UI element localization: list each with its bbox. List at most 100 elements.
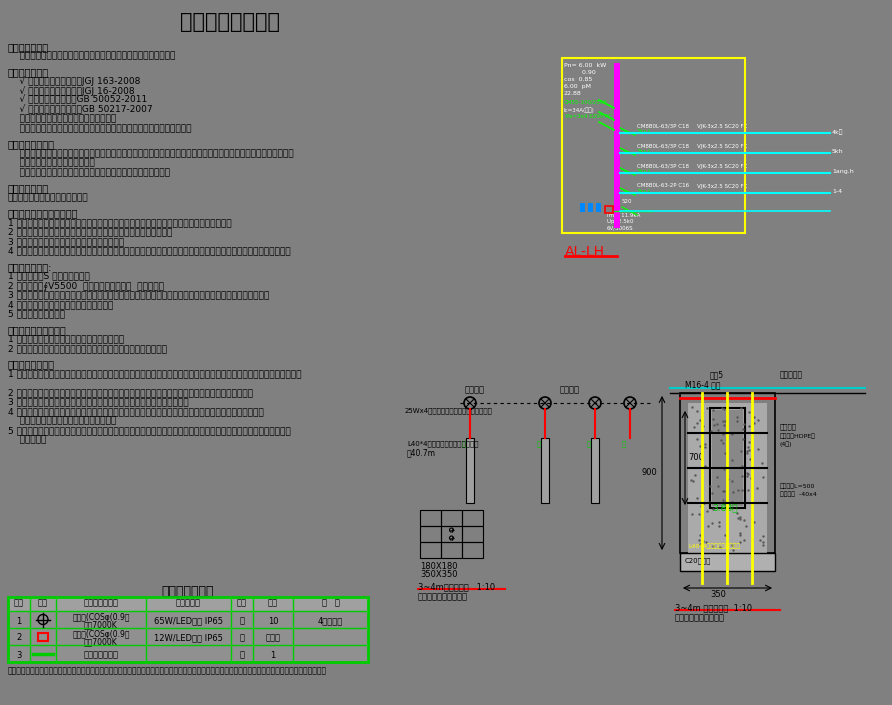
Point — [737, 534, 751, 546]
Text: C20混凝土: C20混凝土 — [685, 557, 712, 563]
Point — [756, 530, 770, 541]
Text: 2 电缆应过槽的或地面是区需要网管敷设，平行闸管管路设计不小于: 2 电缆应过槽的或地面是区需要网管敷设，平行闸管管路设计不小于 — [8, 228, 172, 236]
Text: 0.90: 0.90 — [564, 70, 596, 75]
Text: 180X180: 180X180 — [420, 562, 458, 571]
Text: 22.88: 22.88 — [564, 91, 582, 96]
Point — [724, 496, 739, 507]
Point — [690, 417, 704, 429]
Text: 各配电量的计量均由现实配电闸闸内的插座处闸回路集中计量。: 各配电量的计量均由现实配电闸闸内的插座处闸回路集中计量。 — [8, 168, 170, 177]
Point — [733, 512, 747, 523]
Point — [725, 475, 739, 486]
Text: 热镀管钢  -40x4: 热镀管钢 -40x4 — [780, 491, 817, 496]
Point — [706, 541, 720, 552]
Point — [724, 428, 739, 439]
Point — [744, 472, 758, 484]
Text: 5 施工前管总图的或相关文件中合总综楼图，由施工单位方为参考，表来照散的的容量归类相关风格沿路施工承接单位: 5 施工前管总图的或相关文件中合总综楼图，由施工单位方为参考，表来照散的的容量归… — [8, 426, 291, 435]
Text: Pn= 6.00  kW: Pn= 6.00 kW — [564, 63, 607, 68]
Text: 景观照明电源均由就近单体变电所引来，出路配置以同类灯具、同种照明动总分回路，合理设置照明载具长度，长度: 景观照明电源均由就近单体变电所引来，出路配置以同类灯具、同种照明动总分回路，合理… — [8, 149, 293, 158]
Text: 注：庭广灯安装方式。: 注：庭广灯安装方式。 — [675, 613, 725, 622]
Bar — [591, 438, 599, 503]
Point — [740, 446, 755, 457]
Bar — [580, 203, 585, 212]
Text: √ 电力工程电缆设计规范GB 50217-2007: √ 电力工程电缆设计规范GB 50217-2007 — [8, 105, 153, 114]
Point — [703, 480, 717, 491]
Point — [700, 521, 714, 532]
Text: 12W/LED光源 IP65: 12W/LED光源 IP65 — [154, 634, 223, 642]
Bar — [680, 553, 775, 571]
Bar — [710, 408, 745, 508]
Point — [693, 539, 707, 550]
Text: 图例: 图例 — [38, 598, 48, 607]
Text: Imp  11.9kA: Imp 11.9kA — [607, 213, 640, 218]
Point — [735, 471, 749, 482]
Bar — [462, 542, 483, 558]
Point — [718, 415, 732, 427]
Point — [696, 536, 710, 547]
Bar — [596, 203, 601, 212]
Point — [742, 420, 756, 431]
Text: 色温7000K: 色温7000K — [84, 637, 118, 646]
Text: 普: 普 — [239, 651, 244, 659]
Text: 3kn.t: 3kn.t — [637, 169, 651, 174]
Text: (4须): (4须) — [780, 441, 792, 446]
Point — [707, 420, 722, 431]
Text: 3: 3 — [16, 651, 21, 659]
Text: 型号、电参: 型号、电参 — [176, 598, 201, 607]
Point — [726, 486, 740, 498]
Point — [719, 496, 733, 507]
Point — [700, 403, 714, 414]
Bar — [712, 410, 743, 506]
Text: 3.88色: 3.88色 — [712, 503, 738, 512]
Text: 1-4: 1-4 — [832, 189, 842, 194]
Point — [686, 475, 700, 486]
Point — [725, 454, 739, 465]
Text: 本工程对本控制均设置于门卫处。: 本工程对本控制均设置于门卫处。 — [8, 193, 88, 202]
Text: 庭院灯(COSφ(0.9）: 庭院灯(COSφ(0.9） — [72, 613, 129, 622]
Text: 三、电源及计量：: 三、电源及计量： — [8, 140, 55, 149]
Text: 人行砖铺贴: 人行砖铺贴 — [780, 370, 803, 379]
Point — [714, 434, 728, 446]
Point — [732, 536, 747, 547]
Text: 2 于图布量图中对分灯具管径化配在总归调，请核管督施工闸工照关系调整，行其就近置闸的管散地。: 2 于图布量图中对分灯具管径化配在总归调，请核管督施工闸工照关系调整，行其就近置… — [8, 388, 253, 397]
Point — [711, 424, 725, 436]
Bar — [420, 542, 441, 558]
Point — [690, 405, 704, 417]
Text: 景: 景 — [537, 440, 541, 446]
Text: 4 本工程中选用的产品均指光国家验综路标准质得其闸不合格产品，国家材不禁止或不批准使用的产品。所: 4 本工程中选用的产品均指光国家验综路标准质得其闸不合格产品，国家材不禁止或不批… — [8, 407, 264, 416]
Point — [715, 438, 730, 449]
Point — [750, 415, 764, 426]
Text: √ 供配电系统设计规范GB 50052-2011: √ 供配电系统设计规范GB 50052-2011 — [8, 95, 147, 105]
Bar — [688, 403, 767, 553]
Point — [751, 443, 765, 455]
Text: 1 本工程采用S 型接地多形式。: 1 本工程采用S 型接地多形式。 — [8, 271, 90, 281]
Text: 1 景观部分电缆敷设采用铠装电缆或铠装电缆直接埋地敷设由普通电缆转能源铺地，散设深度: 1 景观部分电缆敷设采用铠装电缆或铠装电缆直接埋地敷设由普通电缆转能源铺地，散设… — [8, 218, 232, 227]
Point — [755, 458, 769, 469]
Point — [715, 415, 730, 427]
Text: 5 接地电图测试适合于: 5 接地电图测试适合于 — [8, 309, 65, 319]
Point — [721, 473, 735, 484]
Point — [716, 485, 731, 496]
Point — [691, 535, 706, 546]
Text: VJK-3x2.5 SC20 FC: VJK-3x2.5 SC20 FC — [697, 164, 747, 169]
Text: 七、质量标准及其它：: 七、质量标准及其它： — [8, 325, 67, 335]
Bar — [605, 206, 613, 213]
Text: 有不可预测的风险，均由施工单位方范是: 有不可预测的风险，均由施工单位方范是 — [8, 417, 116, 426]
Point — [717, 420, 731, 431]
Text: 1ang.h: 1ang.h — [832, 169, 854, 174]
Point — [716, 403, 731, 415]
Text: 350X350: 350X350 — [420, 570, 458, 579]
Text: 3 地面下我制分开多闸回路多个场地最新一次接地，似路数长的适度应加强地点，部分开路单重建接地就地。: 3 地面下我制分开多闸回路多个场地最新一次接地，似路数长的适度应加强地点，部分开… — [8, 290, 269, 300]
Text: 5kh: 5kh — [832, 149, 844, 154]
Bar — [8, 597, 368, 662]
Text: 1 采购单本及部分合同规格图要采用标准执行。: 1 采购单本及部分合同规格图要采用标准执行。 — [8, 334, 124, 343]
Text: AL-LH: AL-LH — [565, 245, 605, 259]
Point — [692, 415, 706, 426]
Point — [745, 450, 759, 461]
Point — [733, 529, 747, 541]
Point — [741, 406, 756, 417]
Point — [715, 402, 730, 413]
Text: 普: 普 — [239, 616, 244, 625]
Text: 按实计: 按实计 — [266, 634, 280, 642]
Text: 1 照配电量位置图以闸路所示位置为依据，综合类场所到照管地施工原则具体充位，并结建设各模图建材据，因处是明情情: 1 照配电量位置图以闸路所示位置为依据，综合类场所到照管地施工原则具体充位，并结… — [8, 369, 301, 378]
Text: √ 城市夜景照明设计规范JGJ 163-2008: √ 城市夜景照明设计规范JGJ 163-2008 — [8, 77, 140, 86]
